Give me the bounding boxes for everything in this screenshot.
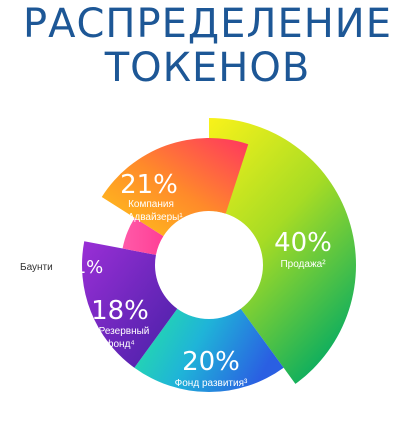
slice-sales <box>209 118 357 384</box>
value-label-sales: 40% <box>274 228 332 258</box>
value-label-bounty: 1% <box>75 257 104 278</box>
slice-label-company-advisors-line-1: Компания <box>128 199 174 210</box>
value-label-development-fund: 20% <box>182 347 240 377</box>
value-label-reserve-fund: 18% <box>91 296 149 326</box>
slice-label-bounty: Баунти <box>20 262 53 273</box>
slice-label-reserve-fund-line-1: Резервный <box>99 326 150 337</box>
slice-bounty <box>122 217 164 255</box>
chart-title-line-1: РАСПРЕДЕЛЕНИЕ <box>22 1 393 47</box>
slice-label-company-advisors-line-2: и Адвайзеры¹ <box>119 212 183 223</box>
value-label-company-advisors: 21% <box>120 170 178 200</box>
slice-label-reserve-fund-line-2: фонд⁴ <box>105 338 134 350</box>
slice-development-fund <box>134 308 284 393</box>
slice-label-sales: Продажа² <box>280 259 326 270</box>
chart-title-line-2: ТОКЕНОВ <box>104 45 311 91</box>
slice-reserve-fund <box>81 241 178 368</box>
slice-company-advisors <box>101 138 249 237</box>
slice-label-development-fund: Фонд развития³ <box>175 378 248 389</box>
